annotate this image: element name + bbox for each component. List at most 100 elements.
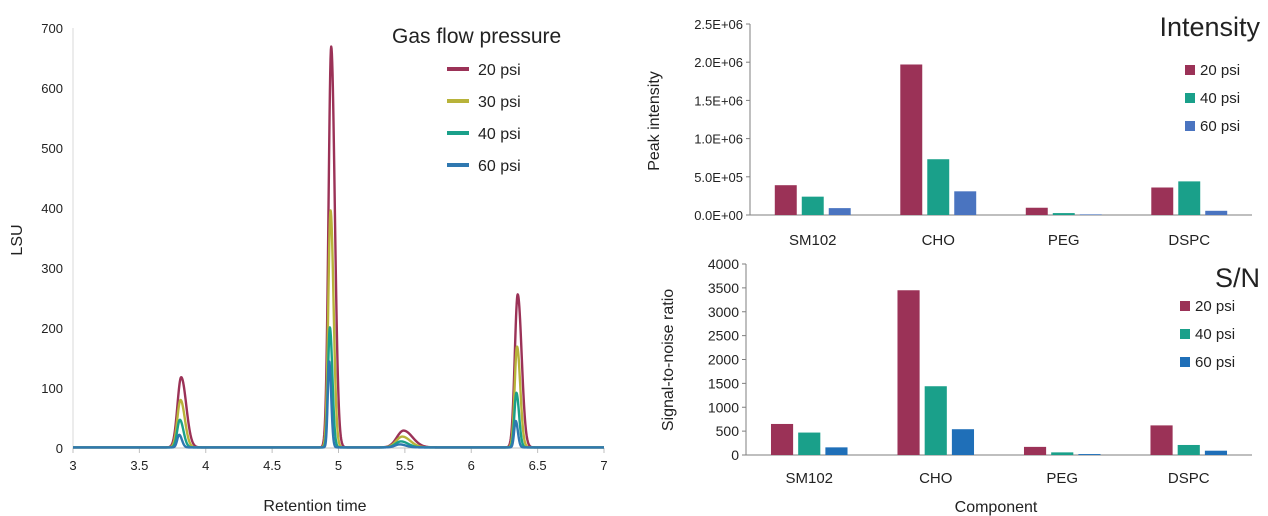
legend-label: 60 psi (1200, 118, 1240, 135)
bar-CHO-60-psi (951, 429, 975, 455)
intensity-bars (774, 64, 1228, 216)
bar-SM102-40-psi (801, 196, 824, 215)
bar-SM102-20-psi (770, 423, 794, 455)
bar-PEG-20-psi (1023, 446, 1047, 455)
bar-DSPC-40-psi (1178, 181, 1201, 215)
sn-title: S/N (1215, 263, 1260, 293)
category-label: PEG (1048, 232, 1080, 249)
bar-SM102-20-psi (774, 185, 797, 215)
bar-SM102-60-psi (825, 447, 848, 455)
bar-CHO-20-psi (897, 290, 920, 455)
sn-x-axis-label: Component (955, 499, 1038, 516)
legend-label: 60 psi (1195, 354, 1235, 371)
legend-swatch (1180, 329, 1190, 339)
sn-y-axis-label: Signal-to-noise ratio (660, 289, 677, 431)
y-tick-label: 3500 (708, 280, 739, 296)
series-line-20-psi (72, 45, 605, 449)
y-tick-label: 0 (731, 447, 739, 463)
legend-label: 20 psi (1200, 62, 1240, 79)
bar-DSPC-20-psi (1150, 425, 1173, 455)
bar-SM102-40-psi (798, 432, 821, 455)
y-tick-label: 1500 (708, 375, 739, 391)
bar-CHO-20-psi (900, 64, 923, 216)
y-tick-label: 600 (41, 81, 63, 96)
x-tick-label: 3 (69, 458, 76, 473)
category-label: SM102 (789, 232, 837, 249)
category-label: CHO (919, 470, 952, 487)
y-tick-label: 400 (41, 201, 63, 216)
y-tick-label: 2000 (708, 352, 739, 368)
legend-swatch (1180, 301, 1190, 311)
bar-DSPC-60-psi (1205, 210, 1228, 215)
bar-PEG-60-psi (1078, 454, 1101, 455)
bar-PEG-40-psi (1052, 213, 1075, 215)
bar-PEG-20-psi (1025, 207, 1048, 215)
legend-swatch (1185, 93, 1195, 103)
x-tick-label: 4.5 (263, 458, 281, 473)
sn-bar-chart: 0 500 1000 1500 2000 2500 3000 3500 4000 SM102 CHO… (660, 256, 1260, 516)
y-tick-label: 500 (716, 423, 740, 439)
bar-CHO-40-psi (924, 386, 947, 455)
legend-label: 40 psi (1195, 326, 1235, 343)
chromatogram-series (72, 45, 605, 449)
y-tick-label: 200 (41, 321, 63, 336)
x-tick-label: 6 (468, 458, 475, 473)
legend-swatch (1180, 357, 1190, 367)
intensity-title: Intensity (1159, 12, 1260, 42)
legend-label: 40 psi (478, 126, 521, 143)
sn-bars (770, 290, 1228, 455)
y-tick-label: 2500 (708, 328, 739, 344)
bar-DSPC-60-psi (1204, 450, 1228, 455)
y-tick-label: 4000 (708, 256, 739, 272)
bar-CHO-40-psi (927, 159, 950, 215)
x-axis-label: Retention time (263, 498, 366, 515)
legend-swatch (1185, 65, 1195, 75)
x-tick-label: 4 (202, 458, 209, 473)
y-tick-label: 700 (41, 21, 63, 36)
y-tick-label: 1000 (708, 399, 739, 415)
legend-title: Gas flow pressure (392, 25, 561, 48)
y-tick-label: 2.5E+06 (694, 17, 743, 32)
y-axis-label: LSU (9, 224, 26, 255)
y-tick-label: 100 (41, 381, 63, 396)
chromatogram-axes: 0 100 200 300 400 500 600 700 3 3.5 4 4.5 5 5.5 6 6.5 7 (41, 21, 607, 473)
y-tick-label: 500 (41, 141, 63, 156)
category-label: DSPC (1168, 232, 1210, 249)
legend-label: 20 psi (478, 62, 521, 79)
x-tick-label: 5.5 (396, 458, 414, 473)
category-label: DSPC (1168, 470, 1210, 487)
y-tick-label: 300 (41, 261, 63, 276)
intensity-axes: 0.0E+00 5.0E+05 1.0E+06 1.5E+06 2.0E+06 2.5E+… (694, 17, 1252, 249)
y-tick-label: 1.0E+06 (694, 132, 743, 147)
x-tick-label: 7 (600, 458, 607, 473)
legend-label: 40 psi (1200, 90, 1240, 107)
intensity-y-axis-label: Peak intensity (646, 71, 663, 171)
bar-CHO-60-psi (954, 191, 977, 215)
bar-PEG-40-psi (1051, 452, 1074, 455)
category-label: CHO (922, 232, 955, 249)
legend-label: 30 psi (478, 94, 521, 111)
bar-PEG-60-psi (1079, 214, 1102, 215)
category-label: SM102 (785, 470, 833, 487)
intensity-legend: 20 psi 40 psi 60 psi (1185, 62, 1240, 135)
sn-legend: 20 psi 40 psi 60 psi (1180, 298, 1235, 371)
chromatogram-legend: Gas flow pressure 20 psi 30 psi 40 psi 60 p… (392, 25, 561, 175)
y-tick-label: 0.0E+00 (694, 208, 743, 223)
series-line-60-psi (72, 360, 605, 449)
legend-label: 20 psi (1195, 298, 1235, 315)
x-tick-label: 3.5 (130, 458, 148, 473)
y-tick-label: 0 (56, 441, 63, 456)
y-tick-label: 2.0E+06 (694, 55, 743, 70)
bar-DSPC-40-psi (1177, 444, 1200, 455)
legend-swatch (1185, 121, 1195, 131)
x-tick-label: 6.5 (529, 458, 547, 473)
y-tick-label: 3000 (708, 304, 739, 320)
x-tick-label: 5 (335, 458, 342, 473)
bar-SM102-60-psi (828, 208, 851, 215)
y-tick-label: 5.0E+05 (694, 170, 743, 185)
bar-DSPC-20-psi (1151, 187, 1174, 215)
y-tick-label: 1.5E+06 (694, 93, 743, 108)
intensity-bar-chart: 0.0E+00 5.0E+05 1.0E+06 1.5E+06 2.0E+06 2.5E+… (646, 12, 1260, 249)
